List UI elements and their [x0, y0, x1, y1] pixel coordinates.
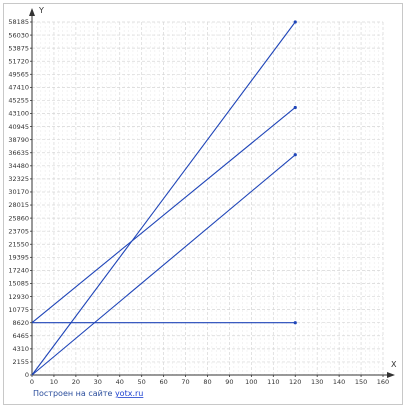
- grid: [32, 21, 384, 375]
- y-tick-label: 30170: [8, 188, 29, 196]
- y-tick-label: 21550: [8, 240, 29, 248]
- y-tick-label: 4310: [12, 345, 29, 353]
- x-tick-label: 160: [377, 378, 389, 386]
- series-line-2: [31, 107, 296, 324]
- y-tick-label: 23705: [8, 227, 29, 235]
- y-tick-label: 6465: [12, 332, 29, 340]
- y-tick-label: 28015: [8, 201, 29, 209]
- x-tick-label: 150: [355, 378, 367, 386]
- x-tick-label: 90: [225, 378, 233, 386]
- series-lines: [31, 20, 297, 376]
- x-tick-label: 80: [203, 378, 211, 386]
- y-tick-label: 8620: [12, 319, 29, 327]
- y-tick-labels: 0 2155 4310 6465 8620 10775 12930 15085 17240 193…: [8, 18, 32, 379]
- y-tick-label: 58185: [8, 18, 29, 26]
- y-tick-label: 47410: [8, 84, 29, 92]
- site-credit: Построен на сайте yotx.ru: [33, 389, 143, 398]
- series-point-1: [293, 20, 297, 24]
- y-axis-arrow: [29, 8, 35, 16]
- x-tick-label: 60: [159, 378, 167, 386]
- x-tick-label: 100: [245, 378, 257, 386]
- x-tick-label: 140: [333, 378, 345, 386]
- y-tick-label: 0: [25, 371, 29, 379]
- y-tick-label: 51720: [8, 57, 29, 65]
- x-tick-label: 40: [116, 378, 124, 386]
- y-tick-label: 15085: [8, 280, 29, 288]
- x-tick-label: 120: [289, 378, 301, 386]
- x-tick-label: 0: [30, 378, 34, 386]
- y-tick-label: 32325: [8, 175, 29, 183]
- y-tick-label: 19395: [8, 254, 29, 262]
- y-tick-label: 10775: [8, 306, 29, 314]
- y-tick-label: 49565: [8, 70, 29, 78]
- site-credit-link[interactable]: yotx.ru: [115, 389, 143, 398]
- y-tick-label: 17240: [8, 267, 29, 275]
- series-point-2: [293, 105, 297, 110]
- y-tick-label: 40945: [8, 123, 29, 131]
- x-tick-label: 50: [138, 378, 146, 386]
- x-tick-label: 10: [50, 378, 58, 386]
- y-tick-label: 34480: [8, 162, 29, 170]
- x-tick-label: 30: [94, 378, 102, 386]
- x-axis-arrow: [387, 372, 395, 378]
- series-point-3: [293, 153, 297, 157]
- y-tick-label: 38790: [8, 136, 29, 144]
- y-tick-label: 12930: [8, 293, 29, 301]
- series-line-3: [31, 154, 296, 376]
- site-credit-prefix: Построен на сайте: [33, 389, 115, 398]
- y-tick-label: 45255: [8, 97, 29, 105]
- y-tick-label: 53875: [8, 44, 29, 52]
- y-tick-label: 56030: [8, 31, 29, 39]
- y-axis-label: Y: [38, 6, 44, 15]
- y-tick-label: 43100: [8, 110, 29, 118]
- x-axis-label: X: [391, 360, 397, 369]
- series-point-4: [293, 321, 297, 325]
- series-line-1: [31, 21, 296, 376]
- x-tick-label: 130: [311, 378, 323, 386]
- y-tick-label: 36635: [8, 149, 29, 157]
- x-tick-label: 20: [72, 378, 80, 386]
- x-tick-label: 70: [181, 378, 189, 386]
- x-tick-labels: 0 10 20 30 40 50 60 70 80 90 100 110 120 130 140 150 160: [30, 375, 389, 386]
- y-tick-label: 25860: [8, 214, 29, 222]
- y-tick-label: 2155: [12, 358, 29, 366]
- x-tick-label: 110: [267, 378, 279, 386]
